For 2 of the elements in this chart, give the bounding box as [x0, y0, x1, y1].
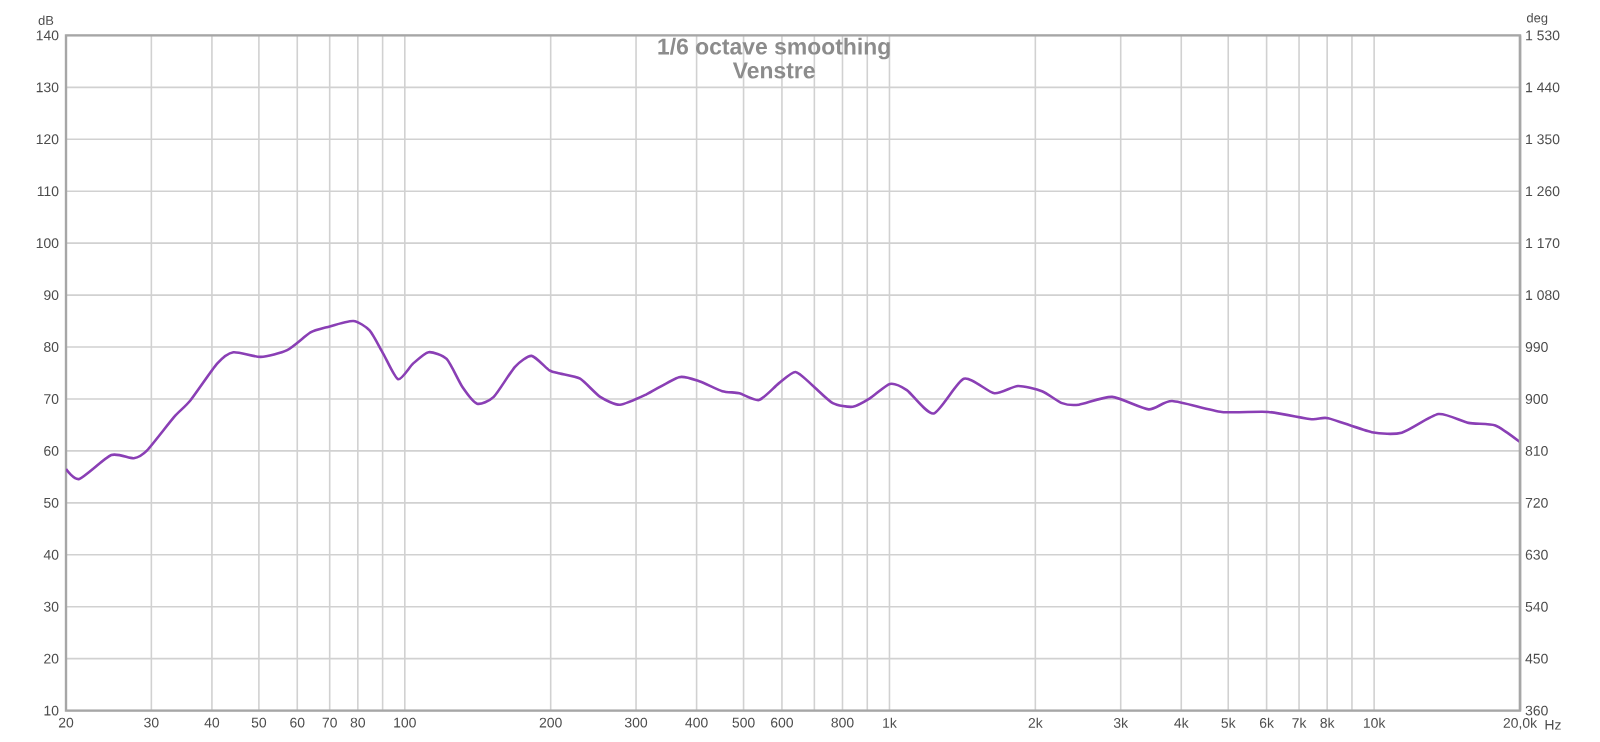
- chart-title: 1/6 octave smoothing: [658, 37, 890, 60]
- text: Venstre: [732, 62, 815, 79]
